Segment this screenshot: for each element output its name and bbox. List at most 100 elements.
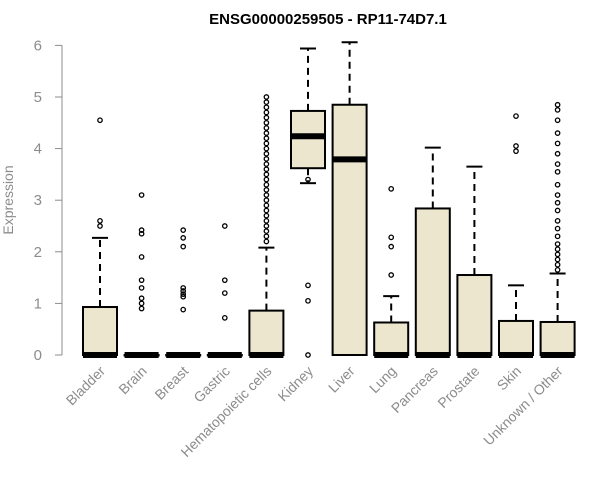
outlier-point (263, 223, 270, 229)
outlier-point (554, 117, 561, 124)
outlier-point (263, 104, 270, 111)
x-category-label: Unknown / Other (480, 363, 566, 449)
outlier-point (554, 267, 561, 273)
outlier-point (138, 277, 145, 284)
outlier-point (554, 150, 561, 157)
outlier-point (554, 251, 561, 258)
outlier-point (138, 285, 145, 291)
outlier-point (554, 256, 561, 263)
outlier-point (263, 114, 270, 121)
box-body (539, 320, 576, 357)
outlier-point (221, 314, 228, 321)
outlier-point (554, 233, 561, 240)
outlier-point (180, 235, 187, 241)
outlier-point (138, 295, 145, 302)
x-category-label: Bladder (63, 363, 109, 409)
y-tick-label: 0 (34, 347, 42, 364)
outlier-point (180, 243, 187, 250)
outlier-point (221, 223, 228, 229)
chart-title: ENSG00000259505 - RP11-74D7.1 (209, 11, 447, 28)
outlier-point (263, 181, 270, 188)
outlier-point (263, 119, 270, 126)
outlier-point (554, 225, 561, 232)
outlier-point (554, 199, 561, 206)
outlier-point (388, 243, 395, 250)
x-category-label: Skin (494, 363, 525, 394)
outlier-point (138, 305, 145, 312)
box-pancreas (414, 146, 451, 358)
outlier-point (263, 99, 270, 106)
y-axis: 0 1 2 3 4 5 6 (34, 37, 63, 364)
outlier-point (554, 261, 561, 268)
y-tick-label: 6 (34, 37, 42, 54)
plot-area (82, 41, 576, 358)
box-hematopoietic-cells (248, 94, 285, 358)
outlier-point (263, 212, 270, 219)
box-body (290, 109, 326, 170)
outlier-point (554, 207, 561, 214)
outlier-point (554, 161, 561, 167)
outlier-point (513, 113, 519, 119)
outlier-point (554, 217, 561, 224)
box-breast (165, 227, 202, 358)
x-category-label: Kidney (275, 363, 317, 405)
outlier-point (180, 306, 187, 313)
box-unknown-other (539, 101, 576, 358)
y-tick-label: 2 (34, 244, 42, 261)
outlier-point (138, 227, 145, 233)
outlier-point (554, 107, 561, 113)
outlier-point (388, 185, 395, 192)
box-brain (123, 192, 160, 358)
box-body (248, 309, 285, 356)
y-tick-label: 4 (34, 141, 42, 158)
outlier-point (263, 176, 270, 183)
outlier-point (221, 290, 228, 296)
y-tick-label: 1 (34, 295, 42, 312)
outlier-point (263, 145, 270, 152)
outlier-point (221, 277, 228, 284)
x-category-label: Brain (115, 363, 149, 397)
outlier-point (263, 94, 270, 100)
x-category-label: Breast (151, 363, 191, 403)
outlier-point (180, 288, 187, 294)
box-body (373, 321, 410, 357)
outlier-point (97, 217, 103, 224)
outlier-point (554, 246, 561, 253)
box-kidney (290, 47, 326, 358)
outlier-point (97, 117, 103, 124)
outlier-point (554, 181, 561, 188)
outlier-point (97, 223, 103, 229)
outlier-point (180, 291, 187, 297)
outlier-point (263, 202, 270, 209)
outlier-point (138, 230, 145, 237)
outlier-point (554, 101, 561, 108)
outlier-point (263, 192, 270, 198)
outlier-point (305, 282, 311, 289)
x-category-label: Prostate (434, 363, 482, 411)
y-tick-label: 5 (34, 89, 42, 106)
box-body (331, 103, 368, 356)
box-skin (498, 113, 534, 358)
outlier-point (388, 234, 395, 241)
y-axis-label: Expression (0, 165, 16, 234)
outlier-point (554, 140, 561, 147)
x-category-label: Liver (325, 363, 358, 396)
outlier-point (305, 352, 311, 358)
outlier-point (554, 168, 561, 175)
outlier-point (513, 148, 519, 155)
outlier-point (513, 143, 519, 149)
outlier-point (138, 192, 145, 198)
outlier-point (263, 130, 270, 136)
outlier-point (305, 176, 311, 183)
outlier-point (180, 227, 187, 233)
box-bladder (82, 117, 118, 358)
box-gastric (206, 223, 243, 358)
outlier-point (554, 241, 561, 247)
outlier-point (263, 233, 270, 240)
box-prostate (456, 165, 493, 358)
outlier-point (138, 254, 145, 260)
outlier-point (263, 109, 270, 116)
outlier-point (305, 297, 311, 304)
